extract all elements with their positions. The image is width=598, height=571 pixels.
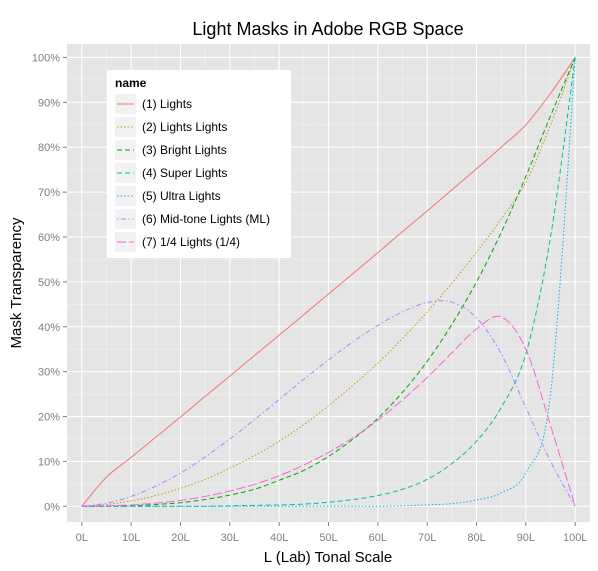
y-tick-label: 90% (38, 97, 60, 109)
y-axis-ticks: 0% 10% 20% 30% 40% 50% 60% 70% 80% 90% 100% (32, 52, 67, 513)
y-tick-label: 0% (44, 501, 60, 513)
series-line-4 (81, 57, 576, 507)
series-line-5 (81, 57, 576, 507)
chart-title: Light Masks in Adobe RGB Space (192, 19, 463, 39)
legend-title: name (115, 76, 147, 90)
y-tick-label: 60% (38, 232, 60, 244)
x-tick-label: 50L (319, 532, 337, 544)
x-axis-ticks: 0L 10L 20L 30L 40L 50L 60L 70L 80L 90L 100L (76, 522, 587, 544)
x-tick-label: 70L (418, 532, 436, 544)
series-line-3 (81, 57, 576, 507)
x-tick-label: 10L (122, 532, 140, 544)
legend-label: (4) Super Lights (142, 166, 227, 180)
x-tick-label: 60L (369, 532, 387, 544)
series-line-1 (81, 57, 576, 507)
y-tick-label: 20% (38, 412, 60, 424)
y-tick-label: 50% (38, 277, 60, 289)
legend-label: (2) Lights Lights (142, 120, 227, 134)
x-tick-label: 40L (270, 532, 288, 544)
y-tick-label: 70% (38, 187, 60, 199)
series-layer (81, 57, 576, 507)
legend-label: (1) Lights (142, 97, 192, 111)
x-tick-label: 30L (221, 532, 239, 544)
x-tick-label: 90L (517, 532, 535, 544)
legend-label: (7) 1/4 Lights (1/4) (142, 235, 240, 249)
legend-label: (5) Ultra Lights (142, 189, 221, 203)
y-tick-label: 80% (38, 142, 60, 154)
x-axis-title: L (Lab) Tonal Scale (264, 549, 392, 566)
legend-background (107, 70, 291, 258)
series-line-7 (81, 315, 576, 507)
legend-label: (3) Bright Lights (142, 143, 227, 157)
series-line-2 (81, 57, 576, 507)
series-line-6 (81, 300, 576, 507)
legend-label: (6) Mid-tone Lights (ML) (142, 212, 270, 226)
y-tick-label: 10% (38, 456, 60, 468)
y-tick-label: 40% (38, 322, 60, 334)
x-tick-label: 80L (467, 532, 485, 544)
legend: name (1) Lights (2) Lights Lights (3) Brig… (107, 70, 291, 258)
x-tick-label: 100L (563, 532, 587, 544)
y-axis-title: Mask Transparency (8, 217, 25, 348)
x-tick-label: 20L (171, 532, 189, 544)
x-tick-label: 0L (76, 532, 88, 544)
y-tick-label: 100% (32, 52, 60, 64)
y-tick-label: 30% (38, 367, 60, 379)
legend-items: (1) Lights (2) Lights Lights (3) Bright Li… (115, 94, 270, 252)
